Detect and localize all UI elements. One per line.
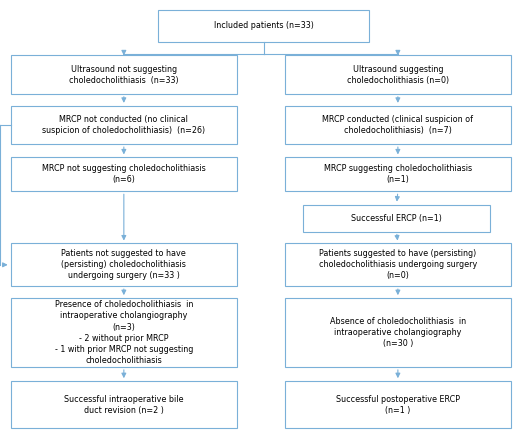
FancyBboxPatch shape [303, 205, 490, 232]
Text: Successful postoperative ERCP
(n=1 ): Successful postoperative ERCP (n=1 ) [336, 395, 460, 415]
Text: Absence of choledocholithiasis  in
intraoperative cholangiography
(n=30 ): Absence of choledocholithiasis in intrao… [330, 317, 466, 348]
FancyBboxPatch shape [11, 298, 237, 367]
FancyBboxPatch shape [11, 55, 237, 94]
FancyBboxPatch shape [11, 243, 237, 286]
FancyBboxPatch shape [11, 381, 237, 428]
Text: Ultrasound suggesting
choledocholithiasis (n=0): Ultrasound suggesting choledocholithiasi… [347, 65, 449, 85]
Text: MRCP not suggesting choledocholithiasis
(n=6): MRCP not suggesting choledocholithiasis … [42, 164, 206, 184]
Text: Ultrasound not suggesting
choledocholithiasis  (n=33): Ultrasound not suggesting choledocholith… [69, 65, 179, 85]
FancyBboxPatch shape [158, 10, 369, 42]
Text: Successful intraoperative bile
duct revision (n=2 ): Successful intraoperative bile duct revi… [64, 395, 183, 415]
FancyBboxPatch shape [285, 55, 511, 94]
FancyBboxPatch shape [285, 298, 511, 367]
Text: Successful ERCP (n=1): Successful ERCP (n=1) [351, 214, 442, 222]
FancyBboxPatch shape [11, 106, 237, 144]
Text: Patients not suggested to have
(persisting) choledocholithiasis
undergoing surge: Patients not suggested to have (persisti… [62, 249, 186, 281]
Text: Included patients (n=33): Included patients (n=33) [213, 21, 314, 30]
Text: Presence of choledocholithiasis  in
intraoperative cholangiography
(n=3)
- 2 wit: Presence of choledocholithiasis in intra… [55, 300, 193, 365]
Text: MRCP suggesting choledocholithiasis
(n=1): MRCP suggesting choledocholithiasis (n=1… [324, 164, 472, 184]
Text: MRCP not conducted (no clinical
suspicion of choledocholithiasis)  (n=26): MRCP not conducted (no clinical suspicio… [42, 115, 206, 135]
FancyBboxPatch shape [285, 157, 511, 191]
Text: Patients suggested to have (persisting)
choledocholithiasis undergoing surgery
(: Patients suggested to have (persisting) … [319, 249, 477, 281]
FancyBboxPatch shape [11, 157, 237, 191]
FancyBboxPatch shape [285, 243, 511, 286]
FancyBboxPatch shape [285, 106, 511, 144]
FancyBboxPatch shape [285, 381, 511, 428]
Text: MRCP conducted (clinical suspicion of
choledocholithiasis)  (n=7): MRCP conducted (clinical suspicion of ch… [323, 115, 473, 135]
